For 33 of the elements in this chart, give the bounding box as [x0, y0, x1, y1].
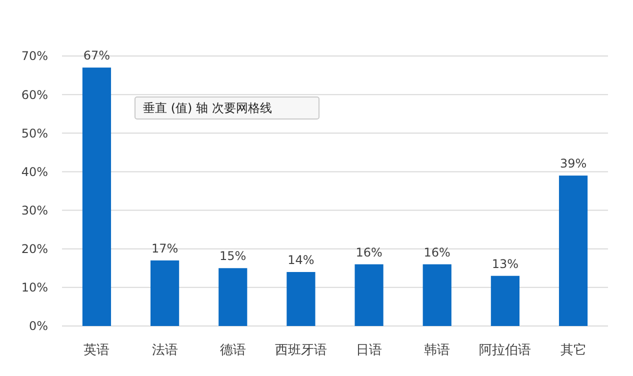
x-tick-label: 德语	[220, 343, 246, 358]
data-label: 17%	[151, 241, 178, 256]
data-label: 39%	[560, 156, 587, 171]
x-tick-label: 法语	[152, 343, 178, 358]
data-label: 14%	[288, 253, 314, 267]
bar	[558, 176, 588, 326]
x-tick-label: 西班牙语	[274, 343, 327, 358]
y-tick-label: 50%	[21, 126, 48, 140]
data-label: 16%	[356, 245, 382, 260]
bar	[354, 264, 384, 326]
bar	[422, 264, 452, 326]
y-tick-label: 0%	[28, 319, 48, 334]
data-label: 16%	[424, 245, 450, 260]
x-tick-label: 英语	[84, 343, 110, 358]
y-tick-label: 30%	[21, 203, 48, 218]
x-tick-label: 韩语	[424, 343, 450, 358]
data-label: 67%	[83, 48, 110, 63]
y-tick-label: 60%	[21, 88, 48, 102]
x-tick-label: 日语	[356, 343, 382, 358]
y-tick-label: 10%	[21, 280, 48, 295]
data-label: 13%	[492, 256, 519, 271]
x-tick-label: 阿拉伯语	[479, 343, 532, 358]
bar	[286, 272, 316, 326]
bar	[82, 68, 112, 326]
data-label: 15%	[220, 249, 246, 264]
y-tick-label: 20%	[21, 242, 48, 256]
y-tick-label: 70%	[21, 49, 48, 64]
bar	[490, 276, 520, 326]
y-tick-label: 40%	[21, 164, 48, 179]
bar	[218, 268, 248, 326]
annotation: 垂直 (值) 轴 次要网格线	[143, 101, 272, 115]
bar	[150, 260, 180, 326]
x-tick-label: 其它	[560, 342, 586, 358]
